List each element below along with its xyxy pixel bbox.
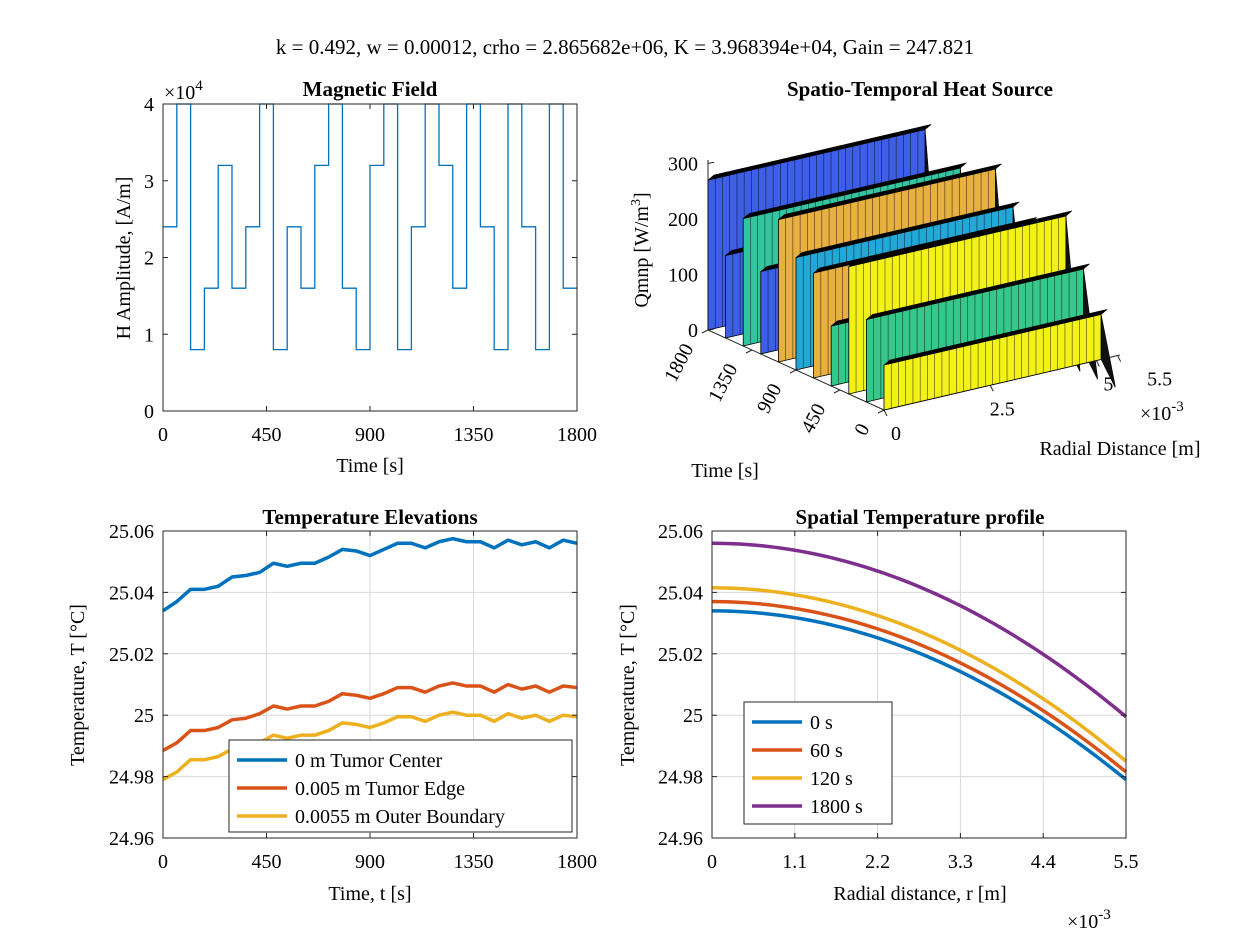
legend-entry: 0 s <box>810 712 833 734</box>
z-tick-label: 100 <box>668 264 698 286</box>
legend-entry: 0 m Tumor Center <box>295 750 443 772</box>
x-axis-label: Radial distance, r [m] <box>833 883 1006 905</box>
x-tick-label: 5.5 <box>1114 851 1139 873</box>
radial-tick-label: 0 <box>891 423 901 445</box>
time-tick-label: 0 <box>850 420 874 439</box>
x-tick-label: 1.1 <box>782 851 807 873</box>
chart-title: Spatial Temperature profile <box>796 505 1045 529</box>
y-tick-label: 25.02 <box>109 644 154 666</box>
y-tick-label: 4 <box>144 94 154 116</box>
z-tick-label: 200 <box>668 209 698 231</box>
radial-tick-label: 5.5 <box>1147 369 1172 391</box>
suptitle: k = 0.492, w = 0.00012, crho = 2.865682e… <box>276 35 974 59</box>
z-tick-label: 0 <box>688 320 698 342</box>
time-tick-label: 900 <box>753 380 787 417</box>
y-tick-label: 24.96 <box>109 828 154 850</box>
x-tick-label: 0 <box>158 851 168 873</box>
series-line <box>711 541 1128 719</box>
spatial-temperature-chart: Spatial Temperature profile 0 1.1 2.2 3.3 4.… <box>617 505 1139 933</box>
series-line <box>711 599 1128 774</box>
chart-title: Magnetic Field <box>303 77 438 101</box>
x-tick-label: 450 <box>252 851 282 873</box>
time-tick-label: 1350 <box>704 360 742 406</box>
x-tick-label: 2.2 <box>865 851 890 873</box>
y-tick-label: 25.02 <box>658 644 703 666</box>
temperature-elevations-chart: Temperature Elevations 0 450 900 1350 1800 24… <box>67 505 597 905</box>
y-tick-label: 25 <box>134 705 154 727</box>
y-tick-label: 1 <box>144 324 154 346</box>
time-tick-label: 450 <box>797 400 831 437</box>
x-exponent: ×10-3 <box>1067 907 1111 933</box>
y-axis-label: Temperature, T [°C] <box>617 604 639 766</box>
plot-frame <box>711 530 1127 839</box>
y-tick-label: 25.04 <box>109 582 154 604</box>
x-tick-label: 4.4 <box>1031 851 1056 873</box>
y-tick-label: 24.96 <box>658 828 703 850</box>
y-tick-label: 25.04 <box>658 582 703 604</box>
y-tick-label: 24.98 <box>658 767 703 789</box>
x-tick-label: 0 <box>707 851 717 873</box>
h-amplitude-line <box>163 103 577 351</box>
legend-entry: 0.005 m Tumor Edge <box>295 778 465 800</box>
x-tick-label: 1350 <box>454 851 494 873</box>
y-axis-label: Time [s] <box>691 460 759 482</box>
x-axis-label: Radial Distance [m] <box>1039 438 1200 460</box>
y-tick-label: 0 <box>144 401 154 423</box>
y-tick-label: 25.06 <box>109 521 154 543</box>
y-exponent: ×104 <box>164 78 203 104</box>
y-axis-label: Temperature, T [°C] <box>67 604 89 766</box>
y-tick-label: 24.98 <box>109 767 154 789</box>
legend-entry: 1800 s <box>810 796 863 818</box>
x-exponent: ×10-3 <box>1140 399 1184 425</box>
y-tick-label: 25.06 <box>658 521 703 543</box>
x-tick-label: 3.3 <box>948 851 973 873</box>
radial-tick-label: 2.5 <box>990 398 1015 420</box>
magnetic-field-chart: Magnetic Field 0 450 900 1350 1800 0 1 2 3 4 ×104… <box>113 77 597 477</box>
x-tick-label: 450 <box>252 424 282 446</box>
legend-entry: 60 s <box>810 740 843 762</box>
z-axis-label: Qmnp [W/m3] <box>629 192 653 307</box>
y-tick-label: 25 <box>683 705 703 727</box>
z-tick-label: 300 <box>668 153 698 175</box>
x-tick-label: 1350 <box>454 424 494 446</box>
x-tick-label: 0 <box>158 424 168 446</box>
heat-source-3d-chart: Spatio-Temporal Heat Source 010020030004… <box>629 77 1201 482</box>
y-tick-label: 2 <box>144 248 154 270</box>
legend-entry: 0.0055 m Outer Boundary <box>295 806 505 828</box>
legend-entry: 120 s <box>810 768 853 790</box>
x-tick-label: 1800 <box>557 424 597 446</box>
radial-tick-label: 5 <box>1103 374 1113 396</box>
series-line <box>162 681 578 753</box>
x-tick-label: 1800 <box>557 851 597 873</box>
x-tick-label: 900 <box>355 851 385 873</box>
x-axis-label: Time [s] <box>336 455 404 477</box>
chart-title: Spatio-Temporal Heat Source <box>787 77 1053 101</box>
x-axis-label: Time, t [s] <box>328 883 411 905</box>
chart-title: Temperature Elevations <box>262 505 477 529</box>
series-line <box>711 586 1128 763</box>
series-line <box>162 536 578 613</box>
x-tick-label: 900 <box>355 424 385 446</box>
y-tick-label: 3 <box>144 171 154 193</box>
time-tick-label: 1800 <box>660 340 698 386</box>
y-axis-label: H Amplitude, [A/m] <box>113 177 135 340</box>
series-line <box>711 609 1128 782</box>
